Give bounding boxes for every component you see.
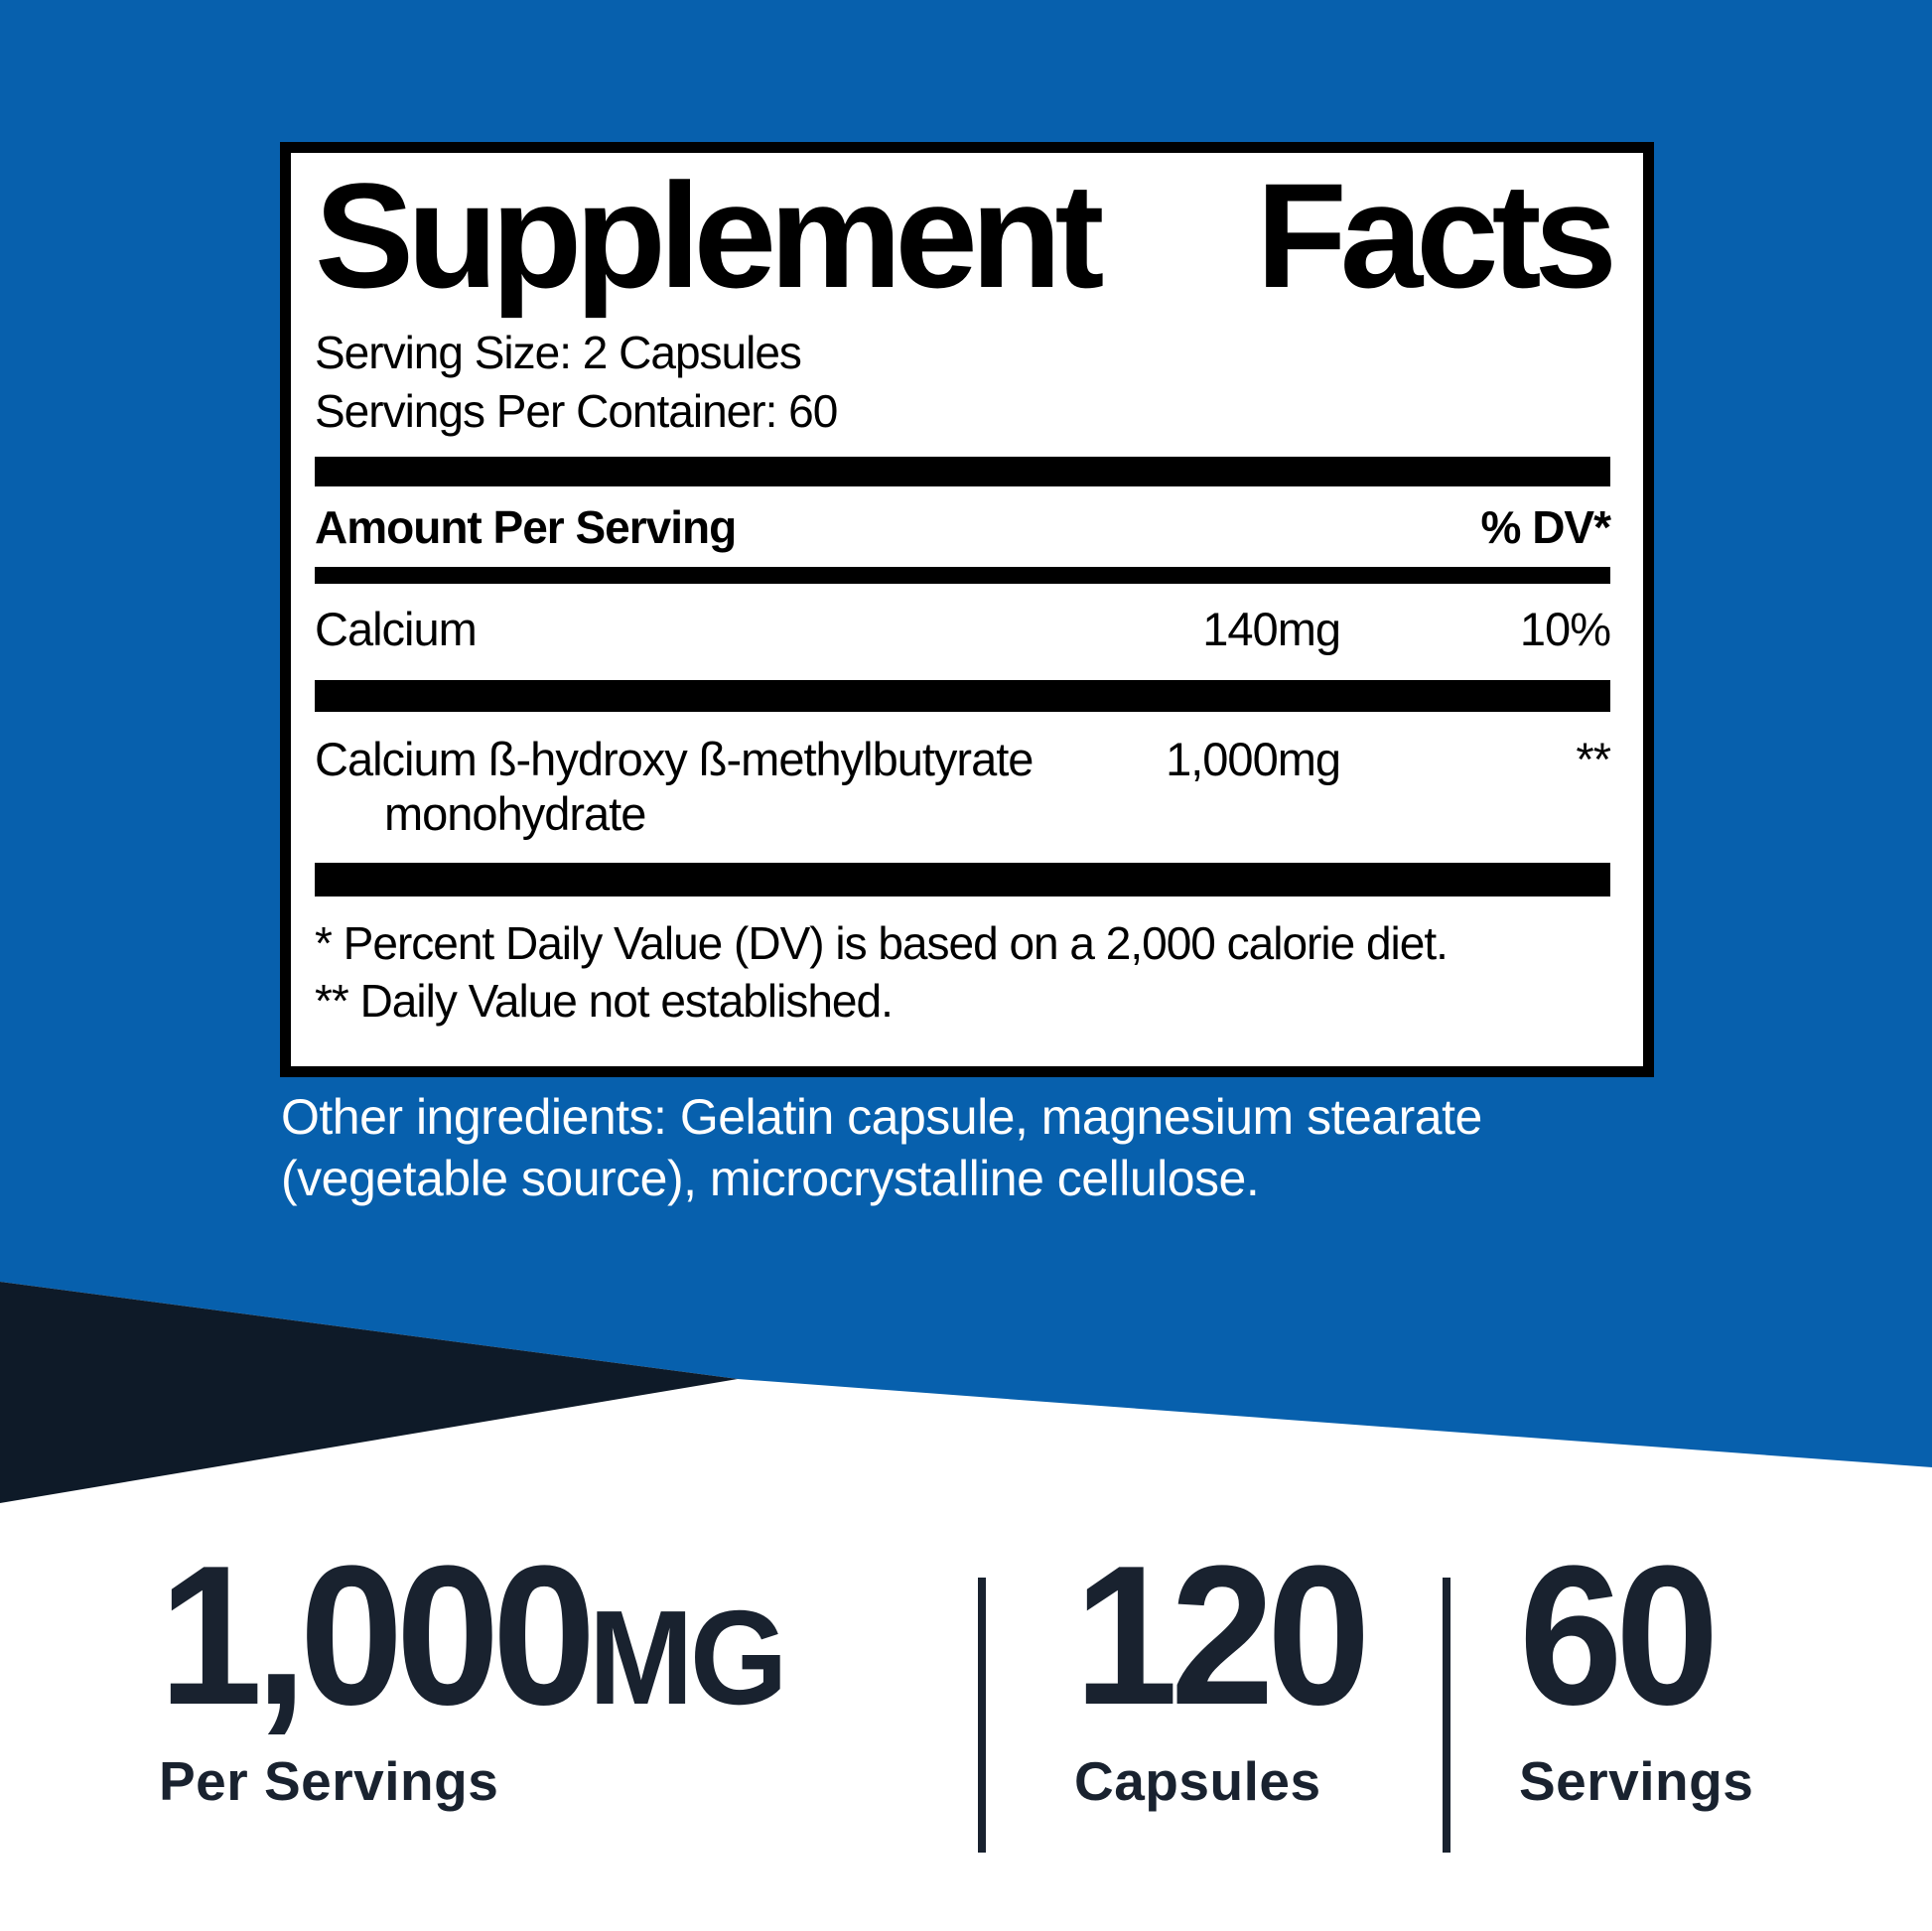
footnote-percent-dv: * Percent Daily Value (DV) is based on a… xyxy=(315,917,1449,969)
other-ingredients-line2: (vegetable source), microcrystalline cel… xyxy=(281,1151,1260,1206)
other-ingredients-line1: Other ingredients: Gelatin capsule, magn… xyxy=(281,1089,1482,1145)
nutrient-dv: ** xyxy=(1576,733,1611,785)
nutrient-amount: 140mg xyxy=(1202,603,1341,655)
thick-divider-bar xyxy=(315,863,1610,897)
dosage-value: 1,000MG xyxy=(159,1537,788,1735)
capsule-count-label: Capsules xyxy=(1074,1750,1321,1812)
other-ingredients-text: Other ingredients: Gelatin capsule, magn… xyxy=(281,1086,1611,1209)
percent-dv-header: % DV* xyxy=(1480,501,1611,553)
highlight-serving-count: 60 Servings xyxy=(1519,1537,1753,1813)
title-word-facts: Facts xyxy=(1256,152,1617,319)
supplement-facts-panel: Supplement Facts Serving Size: 2 Capsule… xyxy=(280,142,1654,1077)
vertical-divider xyxy=(978,1578,986,1853)
highlight-capsule-count: 120 Capsules xyxy=(1074,1537,1382,1813)
nutrient-dv: 10% xyxy=(1519,603,1611,655)
vertical-divider xyxy=(1443,1578,1450,1853)
title-word-supplement: Supplement xyxy=(315,152,1104,319)
nutrient-name: Calcium ß-hydroxy ß-methylbutyrate monoh… xyxy=(315,732,1132,841)
serving-size-line: Serving Size: 2 Capsules xyxy=(315,327,802,378)
serving-count-label: Servings xyxy=(1519,1750,1754,1812)
footnote-dv-not-established: ** Daily Value not established. xyxy=(315,975,894,1027)
nutrient-name-line1: Calcium ß-hydroxy ß-methylbutyrate xyxy=(315,733,1034,785)
highlight-dosage: 1,000MG Per Servings xyxy=(159,1537,824,1813)
nutrient-name: Calcium xyxy=(315,603,478,655)
capsule-count-number: 120 xyxy=(1074,1525,1371,1746)
serving-count-number: 60 xyxy=(1519,1525,1720,1746)
table-header-row: Amount Per Serving % DV* xyxy=(315,500,1611,554)
thick-divider-bar xyxy=(315,680,1610,712)
table-row: Calcium 140mg 10% xyxy=(315,602,1611,656)
nutrient-name-line2: monohydrate xyxy=(384,787,646,840)
amount-per-serving-header: Amount Per Serving xyxy=(315,501,737,553)
table-row: Calcium ß-hydroxy ß-methylbutyrate monoh… xyxy=(315,732,1611,841)
supplement-facts-title: Supplement Facts xyxy=(315,152,1617,319)
dosage-label: Per Servings xyxy=(159,1750,499,1812)
thick-divider-bar xyxy=(315,457,1610,486)
nutrient-amount: 1,000mg xyxy=(1166,733,1341,785)
dosage-unit: MG xyxy=(588,1583,788,1732)
header-divider-bar xyxy=(315,567,1610,584)
servings-per-container-line: Servings Per Container: 60 xyxy=(315,385,838,437)
dosage-number: 1,000 xyxy=(159,1525,596,1746)
